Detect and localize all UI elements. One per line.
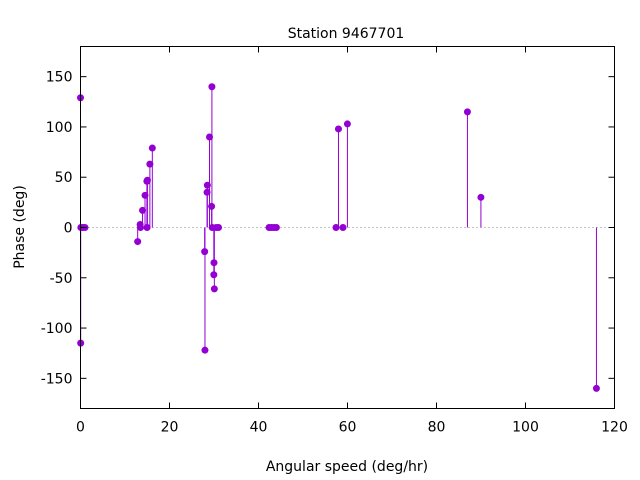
x-axis-ticks: 0 20 40 60 80 100 120 <box>76 46 628 436</box>
x-tick-label: 60 <box>339 420 357 436</box>
data-point <box>210 271 218 279</box>
y-tick-label: -100 <box>41 321 73 337</box>
x-tick-label: 40 <box>250 420 268 436</box>
data-point <box>332 224 340 231</box>
y-tick-label: 150 <box>46 70 73 86</box>
data-point <box>272 224 280 231</box>
data-point <box>339 224 347 231</box>
x-axis-label: Angular speed (deg/hr) <box>266 459 428 475</box>
x-tick-label: 80 <box>428 420 446 436</box>
data-point <box>148 144 156 152</box>
data-point <box>210 285 218 293</box>
data-point <box>343 120 351 128</box>
data-point <box>143 176 151 184</box>
data-point <box>215 224 223 231</box>
y-axis-label: Phase (deg) <box>12 185 28 269</box>
y-axis-ticks: -150 -100 -50 0 50 100 150 <box>41 70 615 387</box>
x-tick-label: 120 <box>601 420 628 436</box>
y-tick-label: -150 <box>41 371 73 387</box>
data-point <box>201 346 209 354</box>
data-marks <box>77 83 600 392</box>
data-point <box>146 160 154 168</box>
data-point <box>477 193 485 201</box>
data-point <box>334 125 342 133</box>
y-tick-label: 100 <box>46 120 73 136</box>
x-tick-label: 100 <box>512 420 539 436</box>
data-point <box>206 133 214 141</box>
x-tick-label: 20 <box>161 420 179 436</box>
data-point <box>592 384 600 392</box>
data-point <box>139 206 147 214</box>
y-tick-label: 0 <box>64 221 73 237</box>
x-tick-label: 0 <box>76 420 85 436</box>
data-point <box>463 108 471 116</box>
y-tick-label: 50 <box>55 170 73 186</box>
data-point <box>134 238 142 246</box>
chart-title: Station 9467701 <box>288 26 405 42</box>
y-tick-label: -50 <box>50 271 73 287</box>
data-point <box>208 83 216 91</box>
